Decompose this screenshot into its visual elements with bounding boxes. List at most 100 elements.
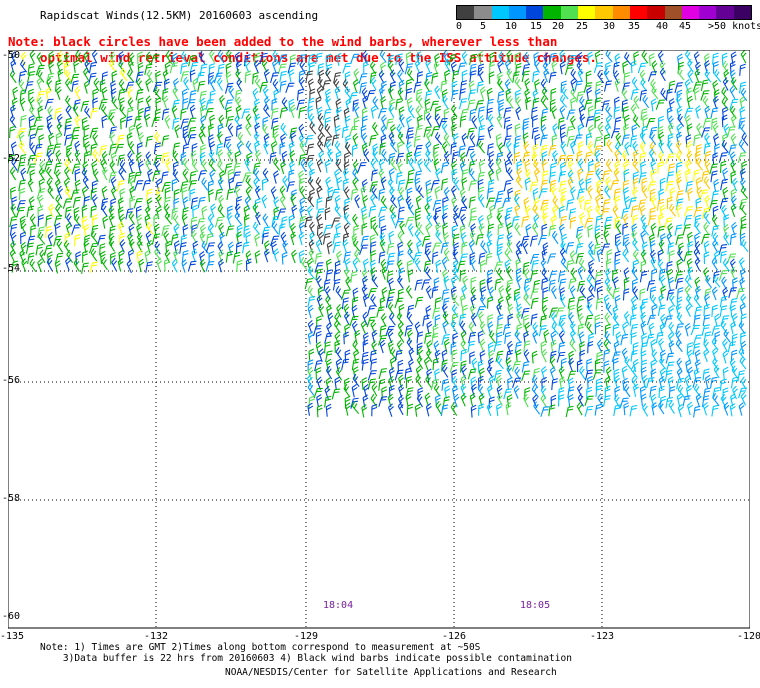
- wind-barb: [444, 385, 451, 399]
- wind-barb: [639, 89, 648, 102]
- wind-barb: [515, 96, 522, 110]
- wind-barb: [504, 159, 511, 173]
- wind-barb: [693, 134, 701, 147]
- wind-barb: [721, 97, 729, 111]
- wind-barb: [441, 121, 448, 136]
- wind-barb: [557, 117, 565, 130]
- wind-barb: [462, 304, 468, 318]
- wind-barb: [52, 143, 62, 155]
- wind-barb: [108, 171, 117, 183]
- wind-barb: [273, 248, 280, 262]
- wind-barb: [513, 385, 520, 399]
- wind-barb: [127, 232, 133, 246]
- wind-barb: [674, 82, 683, 94]
- wind-barb: [604, 312, 611, 326]
- wind-barb: [714, 69, 722, 83]
- wind-barb: [469, 108, 476, 121]
- wind-barb: [316, 85, 323, 100]
- wind-barb: [227, 122, 234, 137]
- colorbar-label: >50 knots: [708, 21, 760, 32]
- wind-barb: [370, 158, 377, 172]
- wind-barb: [190, 216, 198, 229]
- wind-barb: [487, 223, 494, 236]
- wind-barb: [700, 79, 709, 91]
- lon-label-132: -132: [144, 631, 169, 642]
- wind-barb: [678, 242, 684, 256]
- wind-barb: [162, 88, 169, 101]
- wind-barb: [189, 170, 197, 183]
- wind-barb: [574, 80, 583, 92]
- wind-barb: [101, 256, 108, 271]
- wind-barb: [165, 50, 173, 64]
- wind-barb: [408, 157, 416, 171]
- wind-barb: [533, 196, 540, 211]
- wind-barb: [730, 203, 737, 218]
- wind-barb: [307, 176, 315, 190]
- wind-barb: [425, 222, 432, 237]
- wind-barb: [128, 171, 136, 184]
- wind-barb: [216, 77, 223, 91]
- wind-barb: [388, 131, 395, 146]
- wind-barb: [37, 205, 44, 218]
- wind-barb: [701, 170, 710, 182]
- wind-barb: [73, 59, 80, 73]
- wind-barb: [74, 140, 81, 155]
- colorbar-swatch: [733, 6, 752, 19]
- wind-barb: [442, 311, 449, 325]
- wind-barb: [632, 186, 639, 201]
- wind-barb: [397, 194, 404, 209]
- wind-barb: [615, 239, 622, 253]
- wind-barb: [330, 188, 341, 200]
- wind-barb: [468, 160, 476, 173]
- wind-barb: [623, 186, 629, 200]
- wind-barb: [18, 131, 25, 146]
- wind-barb: [442, 396, 450, 408]
- wind-barb: [345, 134, 352, 148]
- wind-barb: [478, 194, 485, 208]
- wind-barb: [64, 134, 73, 146]
- wind-barb: [489, 61, 496, 74]
- wind-barb: [666, 106, 673, 120]
- wind-barb: [225, 106, 232, 119]
- wind-barb: [17, 161, 26, 173]
- wind-barb: [209, 76, 215, 91]
- wind-barb: [352, 340, 360, 354]
- wind-barb: [227, 241, 234, 256]
- wind-barb: [208, 71, 215, 85]
- wind-barb: [727, 126, 736, 138]
- wind-barb: [54, 260, 61, 274]
- wind-barb: [208, 149, 216, 163]
- wind-barb: [55, 194, 63, 208]
- wind-barb: [359, 82, 367, 94]
- wind-barb: [196, 218, 206, 229]
- wind-barb: [693, 405, 701, 418]
- wind-barb: [557, 154, 567, 166]
- wind-barb: [423, 108, 431, 121]
- wind-barb: [493, 197, 502, 209]
- wind-barb: [532, 114, 538, 128]
- wind-barb: [440, 79, 448, 92]
- wind-barb: [272, 59, 278, 73]
- wind-barb: [207, 223, 214, 237]
- wind-barb: [494, 278, 502, 291]
- wind-barb: [65, 257, 71, 271]
- wind-barb: [10, 203, 17, 218]
- wind-barb: [675, 161, 683, 175]
- wind-barb: [336, 304, 343, 318]
- wind-barb: [595, 168, 602, 182]
- wind-barb: [633, 95, 640, 110]
- lon-label-120: -120: [737, 631, 760, 642]
- wind-barb: [81, 262, 89, 274]
- wind-barb: [172, 142, 181, 155]
- wind-barb: [174, 124, 181, 139]
- wind-barb: [416, 51, 422, 65]
- wind-barb: [567, 394, 574, 408]
- wind-barb: [452, 70, 460, 83]
- wind-barb: [505, 293, 512, 308]
- wind-barb: [728, 287, 737, 298]
- wind-barb: [523, 314, 529, 328]
- wind-barb: [423, 356, 430, 371]
- wind-barb: [507, 376, 513, 390]
- wind-barb: [621, 207, 630, 220]
- wind-barb: [566, 135, 575, 147]
